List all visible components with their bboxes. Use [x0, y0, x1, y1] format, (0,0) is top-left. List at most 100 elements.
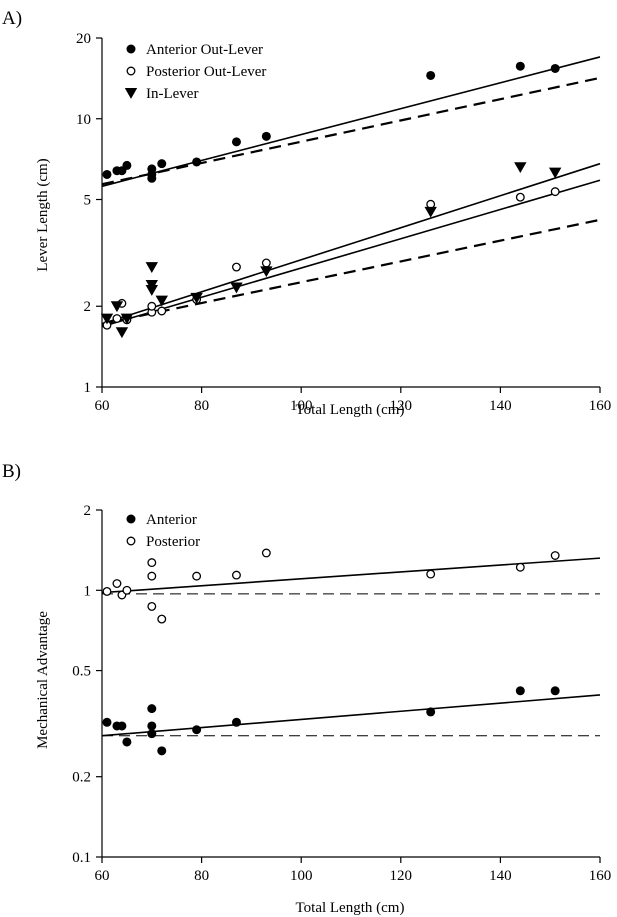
- panel-a-x-tick-label: 60: [95, 398, 110, 414]
- posterior-data-point: [147, 571, 157, 581]
- in-lever-legend-marker: [124, 88, 138, 99]
- in-lever-data-point: [424, 206, 437, 218]
- anterior-data-point: [157, 746, 167, 756]
- in-lever-data-point: [110, 301, 124, 313]
- anterior-out-lever-regression-line: [101, 56, 601, 188]
- posterior-data-point: [157, 614, 167, 624]
- anterior-out-lever-legend-marker: [126, 44, 136, 54]
- panel-b-y-tick-label: 0.1: [72, 850, 91, 866]
- panel-b-x-tick-label: 100: [290, 868, 313, 884]
- panel-a-label: A): [2, 8, 22, 29]
- legend-label-posterior: Posterior: [146, 534, 200, 550]
- legend-label-anterior-out-lever: Anterior Out-Lever: [146, 42, 263, 58]
- panel-a-y-tick-label: 5: [84, 193, 92, 209]
- in-lever-data-point: [260, 266, 273, 278]
- anterior-out-lever-data-point: [192, 157, 202, 167]
- panel-a-y-tick-label: 10: [76, 112, 91, 128]
- panel-b-legend: Anterior Posterior: [126, 512, 200, 550]
- anterior-regression-line: [101, 694, 601, 737]
- in-lever-regression-line: [101, 162, 601, 325]
- anterior-out-lever-data-point: [426, 70, 436, 80]
- in-lever-data-point: [100, 313, 114, 325]
- posterior-data-point: [550, 551, 560, 560]
- panel-b-x-tick-label: 120: [390, 868, 413, 884]
- posterior-out-lever-data-point: [157, 306, 167, 316]
- in-lever-data-point: [548, 167, 562, 179]
- panel-a-x-tick-label: 100: [290, 398, 313, 414]
- posterior-out-lever-data-point: [112, 314, 122, 323]
- panel-b-y-axis-title: Mechanical Advantage: [35, 611, 51, 749]
- panel-b-x-tick-label: 160: [589, 868, 612, 884]
- panel-a-y-tick-label: 20: [76, 31, 91, 47]
- legend-label-in-lever: In-Lever: [146, 86, 198, 102]
- anterior-out-lever-data-point: [122, 160, 132, 170]
- panel-a-x-axis-title: Total Length (cm): [296, 402, 405, 418]
- panel-a-x-tick-label: 80: [194, 398, 209, 414]
- panel-a-axes: 60 80 100 120 140 160 1 2 5 10 20: [76, 31, 611, 414]
- panel-a-x-tick-label: 120: [390, 398, 413, 414]
- panel-b-y-tick-label: 1: [84, 583, 92, 599]
- anterior-data-point: [426, 707, 436, 717]
- anterior-data-point: [102, 717, 112, 727]
- anterior-out-lever-data-point: [550, 63, 560, 73]
- anterior-data-point: [147, 729, 157, 739]
- posterior-data-point: [426, 569, 436, 579]
- panel-b-x-tick-label: 60: [95, 868, 110, 884]
- posterior-out-lever-data-point: [550, 187, 560, 197]
- anterior-data-point: [231, 717, 241, 727]
- posterior-out-lever-data-point: [261, 258, 271, 268]
- anterior-data-point: [515, 686, 525, 696]
- posterior-out-lever-regression-line: [101, 179, 601, 328]
- panel-b-y-tick-label: 0.5: [72, 664, 91, 680]
- anterior-out-lever-data-point: [515, 61, 525, 71]
- in-lever-data-point: [115, 327, 129, 339]
- posterior-data-point: [515, 562, 525, 572]
- panel-a-data-points: [100, 61, 562, 339]
- posterior-regression-line: [101, 557, 601, 594]
- posterior-data-point: [102, 587, 112, 596]
- anterior-data-point: [550, 686, 560, 696]
- panel-a-x-tick-label: 160: [589, 398, 612, 414]
- posterior-data-point: [192, 571, 202, 581]
- posterior-out-lever-data-point: [232, 262, 241, 272]
- in-lever-data-point: [120, 313, 134, 325]
- posterior-legend-marker: [126, 536, 136, 546]
- panel-a: A) 60 80 100 120 140 160 1 2 5 10 20 Anterior Out-…: [2, 8, 611, 418]
- panel-a-x-tick-label: 140: [489, 398, 512, 414]
- in-lever-data-point: [155, 295, 168, 307]
- posterior-data-point: [147, 558, 157, 568]
- posterior-out-lever-data-point: [147, 301, 157, 311]
- anterior-data-point: [147, 704, 157, 714]
- anterior-data-point: [147, 721, 157, 731]
- anterior-out-lever-data-point: [147, 169, 157, 179]
- panel-a-y-axis-title: Lever Length (cm): [35, 158, 51, 271]
- in-lever-data-point: [190, 292, 203, 304]
- in-lever-data-point: [145, 285, 158, 296]
- in-lever-data-point: [230, 282, 243, 294]
- posterior-data-point: [232, 570, 241, 580]
- anterior-data-point: [117, 721, 127, 731]
- anterior-out-lever-data-point: [157, 159, 167, 169]
- in-lever-data-point: [145, 262, 158, 273]
- panel-b-data-points: [102, 548, 560, 756]
- anterior-data-point: [122, 737, 132, 747]
- legend-label-anterior: Anterior: [146, 512, 197, 528]
- anterior-out-lever-data-point: [261, 131, 271, 141]
- in-lever-isometry-dashed-line: [101, 218, 601, 325]
- panel-b-fit-lines: [101, 557, 601, 737]
- panel-b-y-tick-label: 2: [84, 503, 92, 519]
- panel-a-legend: Anterior Out-Lever Posterior Out-Lever I…: [124, 42, 266, 102]
- posterior-data-point: [261, 548, 271, 558]
- panel-a-fit-lines: [101, 56, 601, 328]
- panel-b-x-tick-label: 80: [194, 868, 209, 884]
- posterior-data-point: [147, 601, 157, 611]
- legend-label-posterior-out-lever: Posterior Out-Lever: [146, 64, 266, 80]
- panel-b-axes: 60 80 100 120 140 160 0.1 0.2 0.5 1 2: [72, 503, 611, 884]
- in-lever-data-point: [514, 162, 527, 174]
- posterior-out-lever-data-point: [515, 192, 525, 202]
- panel-a-y-tick-label: 2: [84, 299, 92, 315]
- panel-b: B) 60 80 100 120 140 160 0.1 0.2 0.5 1 2 Anterior …: [2, 461, 611, 916]
- panel-b-x-tick-label: 140: [489, 868, 512, 884]
- panel-a-y-tick-label: 1: [84, 380, 92, 396]
